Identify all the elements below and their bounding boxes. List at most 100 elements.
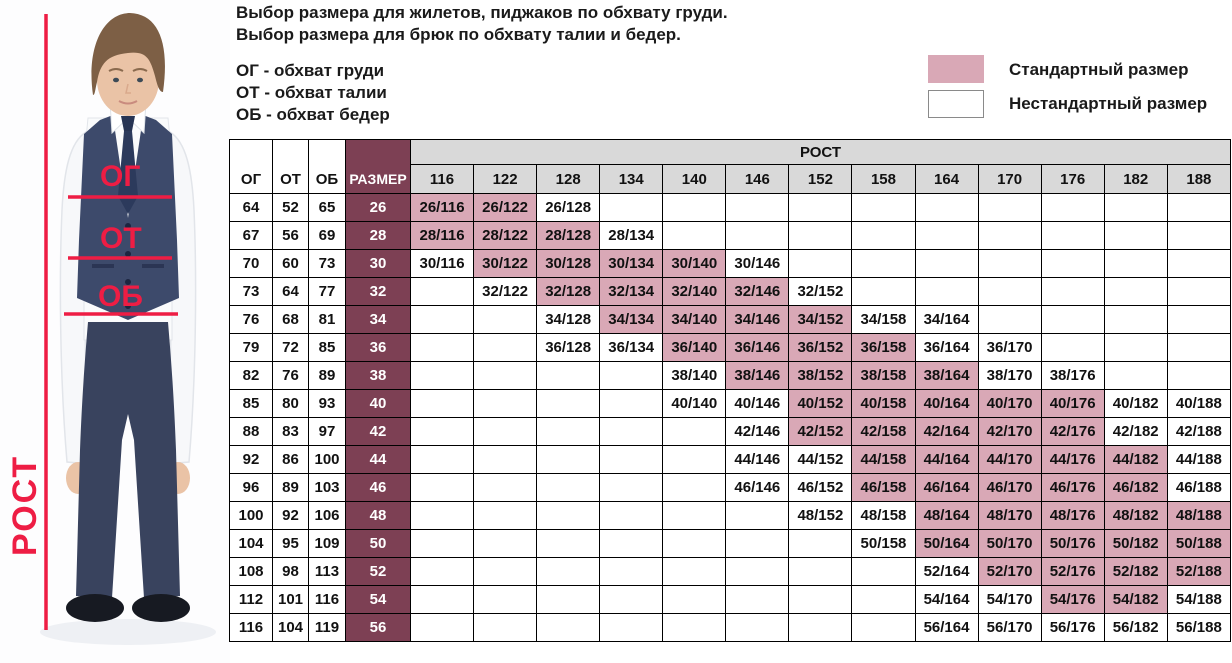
cell-38-158: 38/158 bbox=[851, 361, 916, 390]
cell-26-188-empty bbox=[1166, 193, 1232, 222]
cell-48-182: 48/182 bbox=[1103, 501, 1168, 530]
cell-28-140-empty bbox=[662, 221, 727, 250]
size-value-26: 26 bbox=[345, 193, 411, 222]
col-header-ОБ: ОБ bbox=[308, 139, 346, 194]
cell-40-140: 40/140 bbox=[662, 389, 727, 418]
cell-26-116: 26/116 bbox=[409, 193, 475, 222]
size-value-30: 30 bbox=[345, 249, 411, 278]
ob-value-26: 65 bbox=[308, 193, 346, 222]
cell-50-182: 50/182 bbox=[1103, 529, 1168, 558]
cell-40-152: 40/152 bbox=[788, 389, 853, 418]
height-col-176: 176 bbox=[1040, 164, 1105, 194]
cell-54-152-empty bbox=[788, 585, 853, 614]
ob-value-42: 97 bbox=[308, 417, 346, 446]
cell-36-128: 36/128 bbox=[536, 333, 601, 362]
og-value-46: 96 bbox=[229, 473, 273, 502]
cell-34-182-empty bbox=[1103, 305, 1168, 334]
ob-value-30: 73 bbox=[308, 249, 346, 278]
cell-46-164: 46/164 bbox=[914, 473, 979, 502]
ot-value-30: 60 bbox=[272, 249, 309, 278]
cell-28-158-empty bbox=[851, 221, 916, 250]
cell-54-122-empty bbox=[473, 585, 538, 614]
og-value-56: 116 bbox=[229, 613, 273, 642]
og-value-52: 108 bbox=[229, 557, 273, 586]
cell-56-140-empty bbox=[662, 613, 727, 642]
cell-36-188-empty bbox=[1166, 333, 1232, 362]
cell-42-158: 42/158 bbox=[851, 417, 916, 446]
cell-26-134-empty bbox=[599, 193, 664, 222]
cell-48-128-empty bbox=[536, 501, 601, 530]
cell-42-116-empty bbox=[409, 417, 475, 446]
cell-34-146: 34/146 bbox=[725, 305, 790, 334]
ot-value-28: 56 bbox=[272, 221, 309, 250]
rost-header: РОСТ bbox=[410, 139, 1231, 165]
size-row-54: 112 101 116 54 54/164 54/170 54/176 54/182 54/18… bbox=[229, 585, 1232, 614]
cell-44-170: 44/170 bbox=[977, 445, 1042, 474]
cell-46-152: 46/152 bbox=[788, 473, 853, 502]
cell-26-128: 26/128 bbox=[536, 193, 601, 222]
cell-48-170: 48/170 bbox=[977, 501, 1042, 530]
ot-value-42: 83 bbox=[272, 417, 309, 446]
cell-50-188: 50/188 bbox=[1166, 529, 1232, 558]
cell-32-158-empty bbox=[851, 277, 916, 306]
cell-34-176-empty bbox=[1040, 305, 1105, 334]
cell-56-122-empty bbox=[473, 613, 538, 642]
ob-value-40: 93 bbox=[308, 389, 346, 418]
cell-52-134-empty bbox=[599, 557, 664, 586]
cell-52-188: 52/188 bbox=[1166, 557, 1232, 586]
size-row-42: 88 83 97 42 42/146 42/152 42/158 42/164 42/170 42… bbox=[229, 417, 1232, 446]
cell-30-188-empty bbox=[1166, 249, 1232, 278]
cell-40-128-empty bbox=[536, 389, 601, 418]
cell-56-170: 56/170 bbox=[977, 613, 1042, 642]
cell-54-182: 54/182 bbox=[1103, 585, 1168, 614]
cell-34-188-empty bbox=[1166, 305, 1232, 334]
ot-value-34: 68 bbox=[272, 305, 309, 334]
col-header-size: РАЗМЕР bbox=[345, 139, 411, 194]
cell-36-176-empty bbox=[1040, 333, 1105, 362]
cell-38-152: 38/152 bbox=[788, 361, 853, 390]
cell-28-116: 28/116 bbox=[409, 221, 475, 250]
height-col-164: 164 bbox=[914, 164, 979, 194]
cell-48-164: 48/164 bbox=[914, 501, 979, 530]
cell-30-164-empty bbox=[914, 249, 979, 278]
cell-48-140-empty bbox=[662, 501, 727, 530]
size-value-48: 48 bbox=[345, 501, 411, 530]
cell-52-122-empty bbox=[473, 557, 538, 586]
cell-54-188: 54/188 bbox=[1166, 585, 1232, 614]
cell-32-122: 32/122 bbox=[473, 277, 538, 306]
size-row-48: 100 92 106 48 48/152 48/158 48/164 48/170 48/176… bbox=[229, 501, 1232, 530]
cell-54-134-empty bbox=[599, 585, 664, 614]
size-value-56: 56 bbox=[345, 613, 411, 642]
cell-28-134: 28/134 bbox=[599, 221, 664, 250]
cell-50-122-empty bbox=[473, 529, 538, 558]
og-value-30: 70 bbox=[229, 249, 273, 278]
cell-36-182-empty bbox=[1103, 333, 1168, 362]
ot-value-26: 52 bbox=[272, 193, 309, 222]
cell-38-128-empty bbox=[536, 361, 601, 390]
cell-46-116-empty bbox=[409, 473, 475, 502]
ob-value-50: 109 bbox=[308, 529, 346, 558]
cell-30-170-empty bbox=[977, 249, 1042, 278]
cell-52-176: 52/176 bbox=[1040, 557, 1105, 586]
cell-46-170: 46/170 bbox=[977, 473, 1042, 502]
og-value-38: 82 bbox=[229, 361, 273, 390]
cell-36-164: 36/164 bbox=[914, 333, 979, 362]
cell-30-182-empty bbox=[1103, 249, 1168, 278]
size-row-34: 76 68 81 34 34/128 34/134 34/140 34/146 34/152 34… bbox=[229, 305, 1232, 334]
ot-value-40: 80 bbox=[272, 389, 309, 418]
size-table: ОГ ОТ ОБ РАЗМЕР РОСТ 116 122 128 134 140 146 152 158… bbox=[229, 139, 1232, 642]
cell-48-158: 48/158 bbox=[851, 501, 916, 530]
size-row-44: 92 86 100 44 44/146 44/152 44/158 44/164 44/170 4… bbox=[229, 445, 1232, 474]
cell-38-182-empty bbox=[1103, 361, 1168, 390]
cell-56-176: 56/176 bbox=[1040, 613, 1105, 642]
cell-32-188-empty bbox=[1166, 277, 1232, 306]
cell-38-134-empty bbox=[599, 361, 664, 390]
cell-32-128: 32/128 bbox=[536, 277, 601, 306]
og-value-26: 64 bbox=[229, 193, 273, 222]
cell-42-122-empty bbox=[473, 417, 538, 446]
cell-38-176: 38/176 bbox=[1040, 361, 1105, 390]
cell-42-152: 42/152 bbox=[788, 417, 853, 446]
cell-48-188: 48/188 bbox=[1166, 501, 1232, 530]
cell-40-182: 40/182 bbox=[1103, 389, 1168, 418]
hips-label: ОБ bbox=[98, 280, 143, 313]
